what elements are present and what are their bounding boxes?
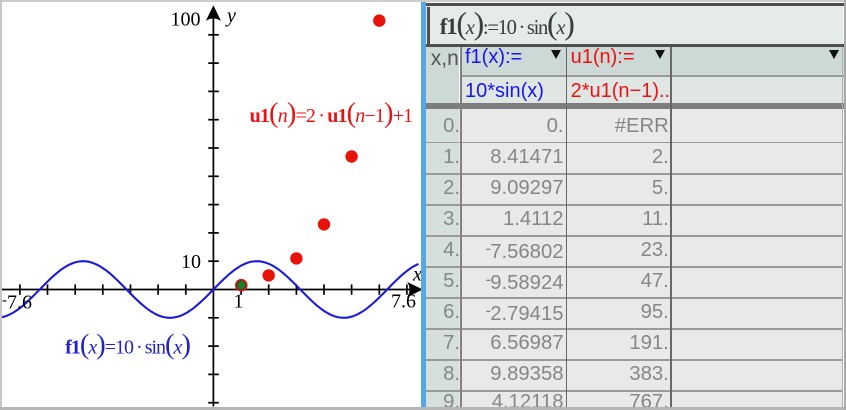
svg-text:u1(n)=2 · u1(n−1)+1: u1(n)=2 · u1(n−1)+1	[250, 98, 413, 129]
svg-text:-7.6: -7.6	[2, 292, 32, 314]
svg-text:f1(x)=10 · sin(x): f1(x)=10 · sin(x)	[65, 330, 190, 361]
svg-text:100: 100	[171, 8, 201, 30]
svg-text:x: x	[412, 263, 421, 285]
svg-text:1: 1	[234, 291, 244, 313]
svg-text:y: y	[225, 5, 236, 27]
svg-text:f1(x):=10 · sin(x): f1(x):=10 · sin(x)	[439, 5, 573, 41]
svg-text:10: 10	[181, 251, 201, 273]
svg-text:7.6: 7.6	[391, 291, 416, 313]
